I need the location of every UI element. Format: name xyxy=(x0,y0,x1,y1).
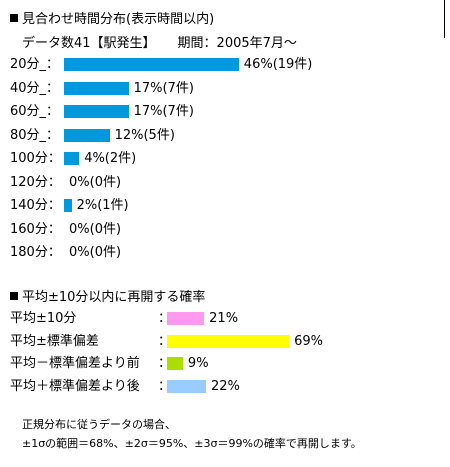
probability-bar xyxy=(167,357,183,370)
probability-heading: 平均±10分以内に再開する確率 xyxy=(10,290,205,306)
distribution-row: 60分_： 17%(7件) xyxy=(10,102,440,122)
probability-row-label: 平均＋標準偏差より後 xyxy=(10,378,140,394)
distribution-bar xyxy=(64,152,80,165)
probability-row-label: 平均－標準偏差より前 xyxy=(10,356,140,371)
distribution-row-label: 40分_： xyxy=(10,80,60,96)
distribution-row: 120分： 0%(0件) xyxy=(10,173,440,193)
square-bullet-icon xyxy=(10,14,18,22)
edge-divider xyxy=(444,0,445,38)
distribution-row-label: 120分： xyxy=(10,174,61,190)
distribution-row-value: 0%(0件) xyxy=(69,245,122,260)
distribution-bar xyxy=(64,81,129,95)
distribution-row-value: 12%(5件) xyxy=(114,127,175,143)
distribution-row-label: 80分_： xyxy=(10,127,60,143)
probability-row-value: 9% xyxy=(187,356,209,371)
distribution-row: 180分： 0%(0件) xyxy=(10,243,440,263)
distribution-row: 100分： 4%(2件) xyxy=(10,149,440,169)
data-count-label: データ数41【駅発生】 xyxy=(22,36,156,51)
distribution-bar xyxy=(64,58,239,71)
probability-row-value: 21% xyxy=(209,311,239,326)
distribution-row-value: 46%(19件) xyxy=(243,57,313,72)
probability-row-value: 22% xyxy=(210,378,240,394)
distribution-row-value: 4%(2件) xyxy=(84,151,137,166)
distribution-row-label: 140分： xyxy=(10,198,61,213)
probability-row-label: 平均±10分 xyxy=(10,311,77,326)
distribution-row-value: 0%(0件) xyxy=(69,221,122,237)
probability-bar xyxy=(167,379,206,393)
probability-title: 平均±10分以内に再開する確率 xyxy=(22,290,206,305)
square-bullet-icon xyxy=(10,292,18,300)
distribution-row-label: 20分_： xyxy=(10,57,60,72)
distribution-row-label: 160分： xyxy=(10,221,61,237)
probability-bar xyxy=(167,312,205,325)
distribution-row-label: 60分_： xyxy=(10,104,60,119)
probability-row: 平均±標準偏差： 69% xyxy=(10,332,440,352)
distribution-row: 20分_： 46%(19件) xyxy=(10,55,440,75)
distribution-row-value: 2%(1件) xyxy=(76,198,129,213)
distribution-row: 40分_： 17%(7件) xyxy=(10,79,440,99)
probability-row: 平均±10分： 21% xyxy=(10,309,440,329)
distribution-title: 見合わせ時間分布(表示時間以内) xyxy=(22,12,215,27)
probability-row: 平均－標準偏差より前： 9% xyxy=(10,354,440,374)
distribution-row-label: 100分： xyxy=(10,151,61,166)
distribution-bar xyxy=(64,105,129,118)
distribution-row: 160分： 0%(0件) xyxy=(10,220,440,240)
distribution-row: 140分： 2%(1件) xyxy=(10,196,440,216)
distribution-row-value: 17%(7件) xyxy=(133,80,194,96)
distribution-row-label: 180分： xyxy=(10,245,61,260)
distribution-row-value: 17%(7件) xyxy=(133,104,194,119)
probability-bar xyxy=(167,334,290,348)
note-line-1: 正規分布に従うデータの場合、 xyxy=(22,418,176,431)
distribution-row: 80分_： 12%(5件) xyxy=(10,126,440,146)
period-label: 期間：2005年7月～ xyxy=(177,36,297,51)
distribution-bar xyxy=(64,199,72,212)
note-line-2: ±1σの範囲＝68%、±2σ＝95%、±3σ＝99%の確率で再開します。 xyxy=(22,437,362,450)
distribution-bar xyxy=(64,128,110,142)
distribution-heading: 見合わせ時間分布(表示時間以内) xyxy=(10,12,214,28)
probability-row-value: 69% xyxy=(294,333,324,349)
distribution-row-value: 0%(0件) xyxy=(69,174,122,190)
distribution-meta: データ数41【駅発生】 期間：2005年7月～ xyxy=(22,36,297,52)
probability-row-label: 平均±標準偏差 xyxy=(10,333,99,349)
probability-row: 平均＋標準偏差より後： 22% xyxy=(10,377,440,397)
